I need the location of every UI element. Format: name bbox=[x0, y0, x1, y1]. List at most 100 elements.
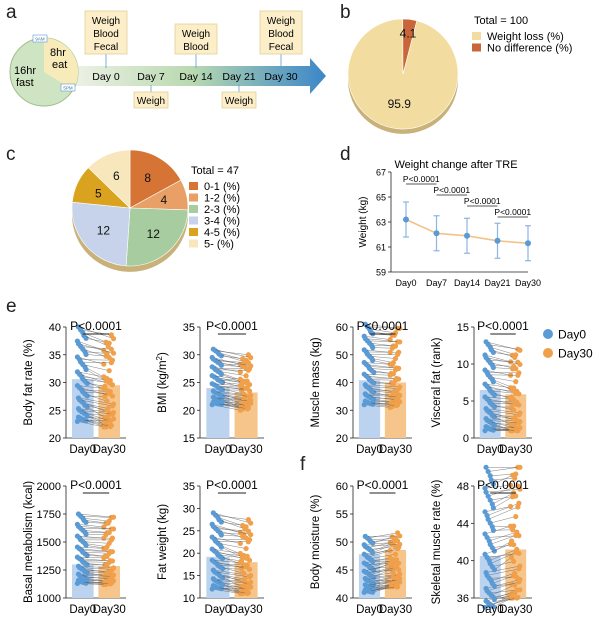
pair-line bbox=[490, 402, 516, 405]
pair-line bbox=[220, 575, 244, 581]
panel-letter-b: b bbox=[340, 2, 351, 23]
pair-line bbox=[222, 396, 242, 405]
significance-label: P<0.0001 bbox=[477, 319, 529, 333]
y-tick-label: 15 bbox=[183, 433, 195, 445]
clock-fast-label-1: 16hr bbox=[14, 65, 36, 77]
pair-line bbox=[82, 541, 110, 544]
pie-slice-label: 6 bbox=[113, 169, 120, 183]
pair-line bbox=[84, 393, 108, 402]
point-day30 bbox=[106, 391, 112, 397]
point-day0 bbox=[83, 542, 89, 548]
point-day30 bbox=[243, 545, 249, 552]
pair-line bbox=[366, 386, 399, 389]
point-day0 bbox=[211, 389, 218, 395]
point-day0 bbox=[74, 544, 80, 550]
pair-line bbox=[87, 383, 105, 387]
pair-line bbox=[221, 534, 243, 537]
point-day30 bbox=[108, 537, 114, 543]
pie-slice bbox=[71, 201, 131, 267]
point-day0 bbox=[74, 369, 80, 375]
pair-line bbox=[79, 574, 113, 577]
pair-line bbox=[485, 396, 511, 400]
pair-line bbox=[79, 567, 113, 570]
pair-line bbox=[86, 354, 106, 357]
pair-line bbox=[79, 359, 113, 361]
point-day30 bbox=[392, 355, 399, 362]
timeline-day-label: Day 14 bbox=[179, 71, 212, 83]
point-day0 bbox=[211, 395, 218, 401]
pair-line bbox=[367, 340, 398, 343]
pair-line bbox=[214, 538, 250, 540]
x-tick-label: Day30 bbox=[379, 604, 412, 616]
pie-slice bbox=[402, 18, 418, 75]
pair-line bbox=[365, 544, 400, 547]
bar-chart-body_fat: 20 25 30 35 40 Body fat rate (%) P<0.0001 Day0D… bbox=[23, 319, 126, 456]
significance-label: P<0.0001 bbox=[433, 185, 470, 195]
point-day0 bbox=[366, 377, 373, 383]
pair-line bbox=[491, 413, 515, 418]
point-day30 bbox=[516, 420, 522, 426]
bar-chart-moisture: 40 45 50 55 60 Body moisture (%) P<0.0001 Day0D… bbox=[310, 478, 412, 616]
data-point bbox=[464, 232, 470, 239]
y-axis-label: BMI (kg/m2) bbox=[155, 352, 170, 413]
point-day0 bbox=[491, 596, 498, 602]
point-day30 bbox=[392, 564, 399, 570]
point-day0 bbox=[215, 377, 221, 383]
pair-line bbox=[218, 519, 246, 530]
point-day30 bbox=[396, 394, 402, 400]
legend-label: 1-2 (%) bbox=[204, 193, 240, 205]
point-day30 bbox=[389, 362, 395, 368]
point-day30 bbox=[243, 564, 249, 570]
point-day0 bbox=[75, 324, 82, 330]
significance-label: P<0.0001 bbox=[70, 478, 122, 492]
pair-line bbox=[370, 576, 395, 583]
pair-line bbox=[219, 353, 245, 363]
y-tick-label: 45 bbox=[336, 565, 348, 577]
y-tick-label: 10 bbox=[183, 593, 195, 605]
pair-line bbox=[372, 360, 393, 365]
sample-box-text: Blood bbox=[93, 29, 119, 40]
point-day0 bbox=[365, 588, 372, 594]
point-day0 bbox=[488, 347, 494, 353]
point-day30 bbox=[109, 573, 116, 579]
point-day0 bbox=[210, 346, 216, 352]
y-tick-label: 5 bbox=[463, 396, 469, 408]
pair-line bbox=[364, 373, 391, 376]
point-day0 bbox=[83, 351, 89, 358]
point-day30 bbox=[104, 407, 110, 413]
pair-line bbox=[370, 331, 395, 336]
point-day30 bbox=[243, 373, 249, 379]
point-day30 bbox=[241, 577, 247, 584]
point-day0 bbox=[84, 413, 90, 419]
pair-line bbox=[372, 544, 393, 553]
point-day0 bbox=[490, 527, 496, 533]
y-tick-label: 60 bbox=[336, 322, 348, 334]
point-day0 bbox=[214, 400, 220, 407]
pair-line bbox=[484, 506, 511, 513]
pair-line bbox=[220, 394, 244, 400]
pie-slice bbox=[129, 149, 182, 209]
pair-line bbox=[369, 328, 396, 334]
sample-box-text: Blood bbox=[268, 29, 294, 40]
point-day0 bbox=[367, 538, 374, 545]
sample-box-text: Weigh bbox=[137, 96, 165, 107]
point-day0 bbox=[362, 321, 368, 327]
point-day30 bbox=[389, 345, 395, 351]
point-day0 bbox=[210, 510, 216, 516]
point-day30 bbox=[393, 584, 400, 590]
point-day0 bbox=[487, 497, 493, 503]
point-day0 bbox=[482, 551, 488, 557]
y-tick-label: 55 bbox=[336, 509, 348, 521]
pair-line bbox=[80, 346, 112, 350]
legend-label: 0-1 (%) bbox=[204, 181, 240, 193]
point-day0 bbox=[484, 417, 490, 423]
pair-line bbox=[491, 584, 515, 596]
x-tick-label: Day30 bbox=[499, 444, 532, 456]
point-day30 bbox=[395, 351, 401, 357]
point-day0 bbox=[75, 523, 82, 529]
point-day30 bbox=[103, 353, 109, 359]
point-day30 bbox=[104, 398, 110, 404]
pair-line bbox=[83, 520, 109, 524]
point-day0 bbox=[74, 382, 80, 389]
point-day0 bbox=[209, 546, 215, 552]
